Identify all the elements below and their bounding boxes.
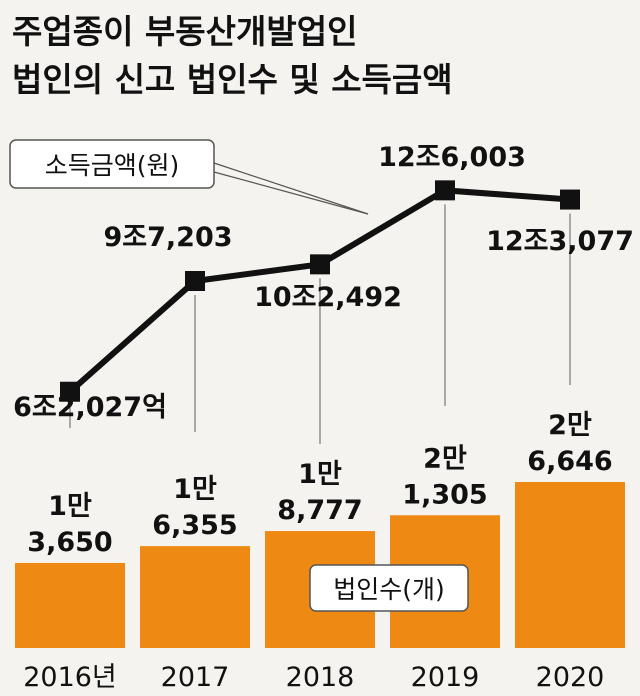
chart-title-line1: 주업종이 부동산개발업인 <box>12 12 358 51</box>
legend-line-box <box>9 139 215 189</box>
bar-series <box>15 482 625 648</box>
x-tick-label: 2017 <box>161 662 230 693</box>
legend-bar-box <box>309 564 469 612</box>
bar <box>140 546 250 648</box>
bar <box>15 562 125 648</box>
bar-value-label: 1만 <box>298 459 342 490</box>
line-value-label: 12조6,003 <box>378 142 526 173</box>
line-marker <box>310 254 330 275</box>
legend-line: 소득금액(원) <box>9 139 369 215</box>
bar-value-label: 1만 <box>48 491 92 522</box>
line-value-label: 12조3,077 <box>486 226 634 257</box>
line-value-labels: 6조2,027억 9조7,203 10조2,492 12조6,003 12조3,077 <box>13 142 634 423</box>
line-marker <box>60 381 80 402</box>
legend-bar-label: 법인수(개) <box>333 575 445 604</box>
bar-value-labels: 1만 3,650 1만 6,355 1만 8,777 2만 1,305 2만 6,646 <box>27 410 612 558</box>
bar-value-label: 6,646 <box>527 446 612 477</box>
line-marker <box>185 271 205 292</box>
line-value-label: 6조2,027억 <box>13 392 167 423</box>
legend-line-pointer <box>213 162 369 215</box>
bar-value-label: 8,777 <box>277 495 362 526</box>
bar-value-label: 1,305 <box>402 479 487 510</box>
bar-value-label: 6,355 <box>152 510 237 541</box>
line-series <box>60 180 580 402</box>
bar-value-label: 1만 <box>173 474 217 505</box>
bar-value-label: 3,650 <box>27 527 112 558</box>
legend-line-pointer <box>213 171 369 215</box>
bar-value-label: 2만 <box>423 443 467 474</box>
x-tick-label: 2019 <box>411 662 480 693</box>
line-marker <box>560 189 580 210</box>
x-tick-label: 2020 <box>536 662 605 693</box>
bar-value-label: 2만 <box>548 410 592 441</box>
line-value-label: 9조7,203 <box>103 222 232 253</box>
line-value-label: 10조2,492 <box>254 282 402 313</box>
legend-line-label: 소득금액(원) <box>45 151 180 180</box>
chart-title: 주업종이 부동산개발업인 법인의 신고 법인수 및 소득금액 <box>12 8 453 104</box>
guide-lines <box>69 204 571 444</box>
x-tick-label: 2018 <box>286 662 355 693</box>
chart-title-line2: 법인의 신고 법인수 및 소득금액 <box>12 60 453 99</box>
legend-bar: 법인수(개) <box>309 564 469 612</box>
x-axis: 2016년 2017 2018 2019 2020 <box>23 662 604 693</box>
line-marker <box>435 180 455 201</box>
bar <box>515 482 625 648</box>
x-tick-label: 2016년 <box>23 662 117 693</box>
